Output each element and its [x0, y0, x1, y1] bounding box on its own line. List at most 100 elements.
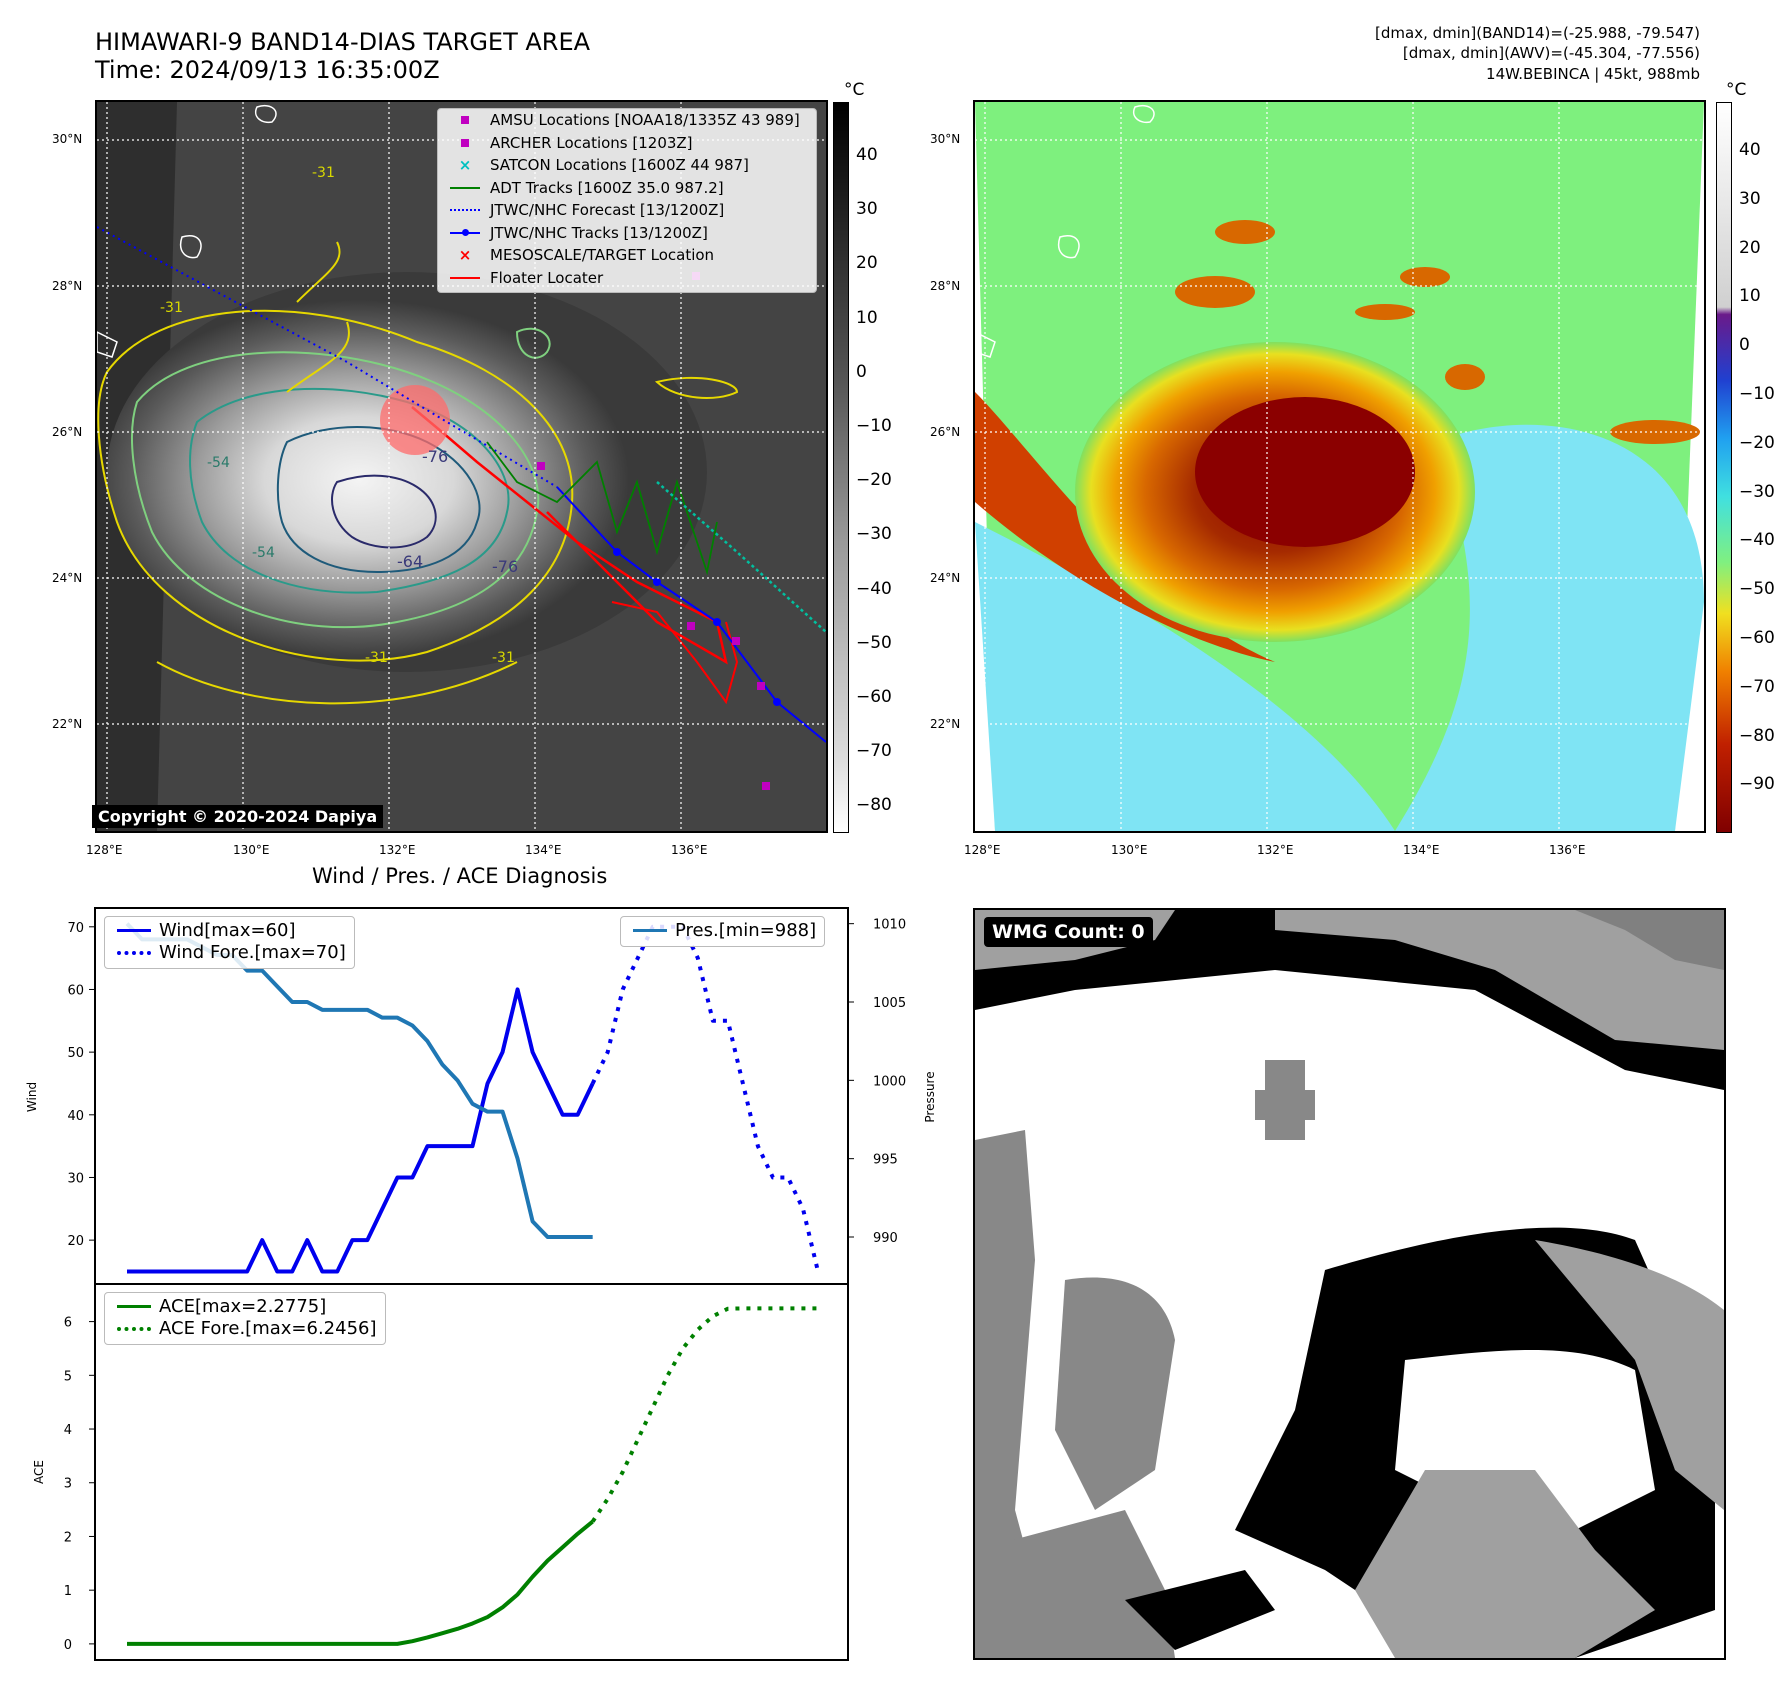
- solid-line-icon: [117, 1304, 151, 1308]
- wind-tick-label: 30: [67, 1171, 84, 1186]
- legend-label: Floater Locater: [490, 268, 604, 287]
- pressure-legend: Pres.[min=988]: [620, 916, 826, 947]
- legend-label: JTWC/NHC Forecast [13/1200Z]: [490, 201, 725, 220]
- contour-label: -31: [492, 650, 515, 666]
- square-marker-icon: [448, 116, 482, 125]
- colorbar-tick: −10: [856, 416, 892, 436]
- pressure-tick-label: 1000: [873, 1074, 906, 1089]
- diagnosis-title: Wind / Pres. / ACE Diagnosis: [312, 864, 608, 888]
- dmax-band14: [dmax, dmin](BAND14)=(-25.988, -79.547): [1375, 24, 1700, 42]
- jtwc-forecast-track: [97, 226, 558, 488]
- band14-map-panel: -31 -31 -31 -31 -54 -54 -76 -76 -64 AMSU…: [95, 100, 828, 833]
- contour-31: [97, 309, 574, 662]
- colorbar-tick: −40: [856, 578, 892, 599]
- colorbar-tick: −70: [856, 741, 892, 762]
- ace-axis-label: ACE: [32, 1460, 46, 1484]
- lat-label: 26°N: [930, 425, 961, 439]
- legend-item: AMSU Locations [NOAA18/1335Z 43 989]: [438, 109, 816, 132]
- legend-item: Floater Locater: [438, 267, 816, 290]
- colorbar-tick: 10: [856, 307, 878, 328]
- legend-label: AMSU Locations [NOAA18/1335Z 43 989]: [490, 111, 800, 130]
- dotted-line-icon: [117, 1326, 151, 1331]
- legend-item: × MESOSCALE/TARGET Location: [438, 244, 816, 267]
- contour-label: -64: [397, 552, 423, 571]
- colorbar-tick: −50: [1739, 579, 1775, 600]
- colorbar-tick: 20: [856, 253, 878, 274]
- colorbar-tick: 20: [1739, 237, 1761, 258]
- wind-tick-label: 70: [67, 921, 84, 936]
- contour-label: -31: [312, 165, 335, 181]
- ace-tick-label: 6: [64, 1316, 72, 1331]
- square-marker-icon: [448, 138, 482, 147]
- colorbar-tick: −50: [856, 632, 892, 653]
- wind-axis-label: Wind: [25, 1082, 39, 1112]
- wind-tick-label: 50: [67, 1046, 84, 1061]
- colorbar-tick: 40: [1739, 140, 1761, 160]
- legend-item: Wind Fore.[max=70]: [107, 942, 346, 965]
- colorbar-tick: −80: [1739, 725, 1775, 746]
- lon-label: 134°E: [525, 843, 562, 857]
- map-legend: AMSU Locations [NOAA18/1335Z 43 989] ARC…: [437, 108, 817, 293]
- x-marker-icon: ×: [458, 246, 472, 265]
- wmg-count-badge: WMG Count: 0: [984, 917, 1153, 947]
- lat-label: 22°N: [52, 717, 83, 731]
- colorbar-unit: °C: [1726, 80, 1747, 100]
- lat-label: 28°N: [930, 279, 961, 293]
- legend-item: ACE Fore.[max=6.2456]: [107, 1318, 377, 1341]
- colorbar-tick: −10: [1739, 384, 1775, 404]
- lat-label: 30°N: [52, 132, 83, 146]
- wind-legend: Wind[max=60] Wind Fore.[max=70]: [104, 916, 355, 969]
- legend-label: ACE Fore.[max=6.2456]: [159, 1318, 377, 1340]
- x-marker-icon: ×: [458, 156, 472, 175]
- contour-label: -54: [252, 545, 275, 561]
- legend-item: JTWC/NHC Tracks [13/1200Z]: [438, 222, 816, 245]
- colorbar-tick: −30: [856, 524, 892, 545]
- lon-label: 130°E: [233, 843, 270, 857]
- dotted-line-icon: [448, 209, 482, 212]
- colorbar-tick: 10: [1739, 286, 1761, 307]
- ace-tick-label: 3: [64, 1477, 72, 1492]
- awv-colorbar: [1716, 102, 1732, 833]
- colorbar-tick: 0: [1739, 335, 1750, 356]
- line-marker-icon: [448, 276, 482, 279]
- dot-line-icon: [448, 229, 482, 237]
- wind-tick-label: 40: [67, 1109, 84, 1124]
- ace-tick-label: 5: [64, 1369, 72, 1384]
- contour-label: -31: [365, 650, 388, 666]
- legend-label: SATCON Locations [1600Z 44 987]: [490, 156, 749, 175]
- figure-time: Time: 2024/09/13 16:35:00Z: [95, 56, 440, 84]
- colorbar-tick: −20: [856, 470, 892, 491]
- lat-label: 22°N: [930, 717, 961, 731]
- lat-label: 26°N: [52, 425, 83, 439]
- copyright-label: Copyright © 2020-2024 Dapiya: [92, 805, 384, 828]
- ace-tick-label: 2: [64, 1530, 72, 1545]
- legend-item: ACE[max=2.2775]: [107, 1295, 377, 1318]
- series-line-wind: [127, 987, 595, 1274]
- colorbar-tick: −40: [1739, 530, 1775, 551]
- gray-colorbar: [833, 102, 849, 833]
- contour-label: -76: [492, 557, 518, 576]
- lon-label: 134°E: [1403, 843, 1440, 857]
- pressure-tick-label: 995: [873, 1153, 898, 1168]
- contour-label: -76: [422, 447, 448, 466]
- legend-item: ARCHER Locations [1203Z]: [438, 132, 816, 155]
- legend-item: Pres.[min=988]: [623, 919, 816, 942]
- colorbar-tick: −90: [1739, 774, 1775, 795]
- colorbar-tick: 30: [856, 199, 878, 220]
- wmg-image: [975, 910, 1724, 1658]
- ace-legend: ACE[max=2.2775] ACE Fore.[max=6.2456]: [104, 1292, 386, 1345]
- series-line-ace: [127, 1519, 594, 1646]
- legend-label: Wind[max=60]: [159, 919, 296, 941]
- wmg-panel: [973, 908, 1726, 1660]
- legend-item: JTWC/NHC Forecast [13/1200Z]: [438, 199, 816, 222]
- lon-label: 136°E: [1549, 843, 1586, 857]
- floater-locater: [411, 406, 728, 665]
- dmax-awv: [dmax, dmin](AWV)=(-45.304, -77.556): [1402, 44, 1700, 62]
- ace-tick-label: 0: [64, 1638, 72, 1653]
- pressure-axis-label: Pressure: [923, 1071, 937, 1122]
- legend-item: × SATCON Locations [1600Z 44 987]: [438, 154, 816, 177]
- awv-map: [975, 102, 1704, 831]
- legend-label: ACE[max=2.2775]: [159, 1295, 327, 1317]
- series-line-wind-fore-: [590, 924, 820, 1272]
- lon-label: 132°E: [379, 843, 416, 857]
